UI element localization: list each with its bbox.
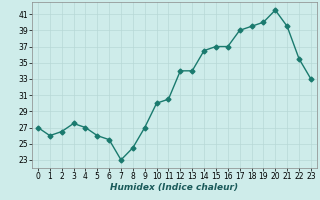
X-axis label: Humidex (Indice chaleur): Humidex (Indice chaleur): [110, 183, 238, 192]
